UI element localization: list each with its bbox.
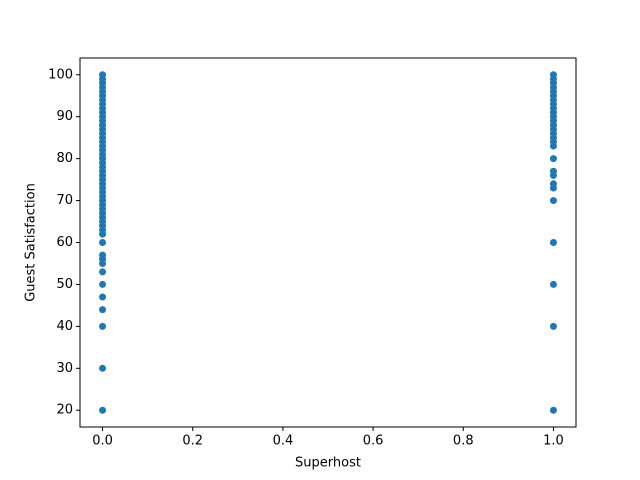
point bbox=[99, 322, 107, 330]
point bbox=[99, 268, 107, 276]
point bbox=[99, 364, 107, 372]
x-tick-label: 0.0 bbox=[92, 434, 113, 449]
point bbox=[99, 406, 107, 414]
point bbox=[99, 293, 107, 301]
point bbox=[99, 239, 107, 246]
x-tick-label: 0.2 bbox=[182, 434, 203, 449]
y-axis-label: Guest Satisfaction bbox=[24, 183, 39, 302]
y-tick-label: 70 bbox=[56, 193, 73, 208]
x-axis-label: Superhost bbox=[295, 456, 361, 471]
point bbox=[549, 280, 557, 288]
axes-frame bbox=[79, 57, 577, 428]
x-tick-label: 0.8 bbox=[453, 434, 474, 449]
point bbox=[549, 197, 557, 205]
point bbox=[549, 167, 557, 175]
x-tick-label: 0.4 bbox=[273, 434, 294, 449]
point bbox=[99, 280, 107, 288]
y-tick-label: 80 bbox=[56, 151, 73, 166]
x-tick-label: 0.6 bbox=[363, 434, 384, 449]
y-tick-label: 100 bbox=[48, 67, 73, 82]
y-tick-label: 60 bbox=[56, 235, 73, 250]
point bbox=[99, 306, 107, 314]
y-tick-label: 50 bbox=[56, 277, 73, 292]
y-tick-label: 40 bbox=[56, 319, 73, 334]
point bbox=[99, 71, 107, 79]
point bbox=[549, 71, 557, 79]
point bbox=[549, 406, 557, 414]
y-tick-label: 90 bbox=[56, 109, 73, 124]
y-tick-label: 20 bbox=[56, 403, 73, 418]
point bbox=[549, 322, 557, 330]
plot-area bbox=[80, 58, 576, 427]
x-tick-label: 1.0 bbox=[543, 434, 564, 449]
y-tick-label: 30 bbox=[56, 361, 73, 376]
point bbox=[99, 251, 107, 259]
point bbox=[549, 180, 557, 188]
point bbox=[549, 155, 557, 163]
point bbox=[549, 239, 557, 246]
